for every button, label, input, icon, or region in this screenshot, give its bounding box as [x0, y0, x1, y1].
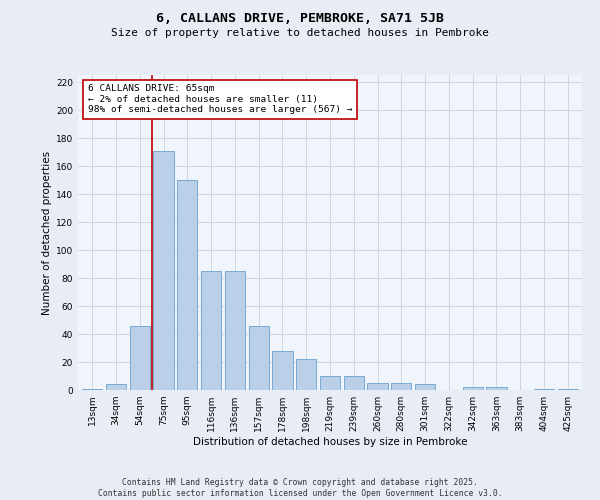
Bar	[177, 180, 197, 390]
Bar	[534, 388, 554, 390]
Text: Size of property relative to detached houses in Pembroke: Size of property relative to detached ho…	[111, 28, 489, 38]
Bar	[82, 388, 103, 390]
Bar	[296, 359, 316, 390]
Bar	[415, 384, 435, 390]
Bar	[130, 326, 150, 390]
Bar	[272, 351, 293, 390]
Bar	[154, 150, 173, 390]
Bar	[557, 388, 578, 390]
Bar	[463, 387, 483, 390]
Bar	[367, 383, 388, 390]
Bar	[106, 384, 126, 390]
X-axis label: Distribution of detached houses by size in Pembroke: Distribution of detached houses by size …	[193, 437, 467, 447]
Text: 6, CALLANS DRIVE, PEMBROKE, SA71 5JB: 6, CALLANS DRIVE, PEMBROKE, SA71 5JB	[156, 12, 444, 26]
Y-axis label: Number of detached properties: Number of detached properties	[42, 150, 52, 314]
Bar	[248, 326, 269, 390]
Bar	[225, 271, 245, 390]
Text: Contains HM Land Registry data © Crown copyright and database right 2025.
Contai: Contains HM Land Registry data © Crown c…	[98, 478, 502, 498]
Bar	[344, 376, 364, 390]
Bar	[487, 387, 506, 390]
Bar	[320, 376, 340, 390]
Bar	[201, 271, 221, 390]
Text: 6 CALLANS DRIVE: 65sqm
← 2% of detached houses are smaller (11)
98% of semi-deta: 6 CALLANS DRIVE: 65sqm ← 2% of detached …	[88, 84, 353, 114]
Bar	[391, 383, 412, 390]
